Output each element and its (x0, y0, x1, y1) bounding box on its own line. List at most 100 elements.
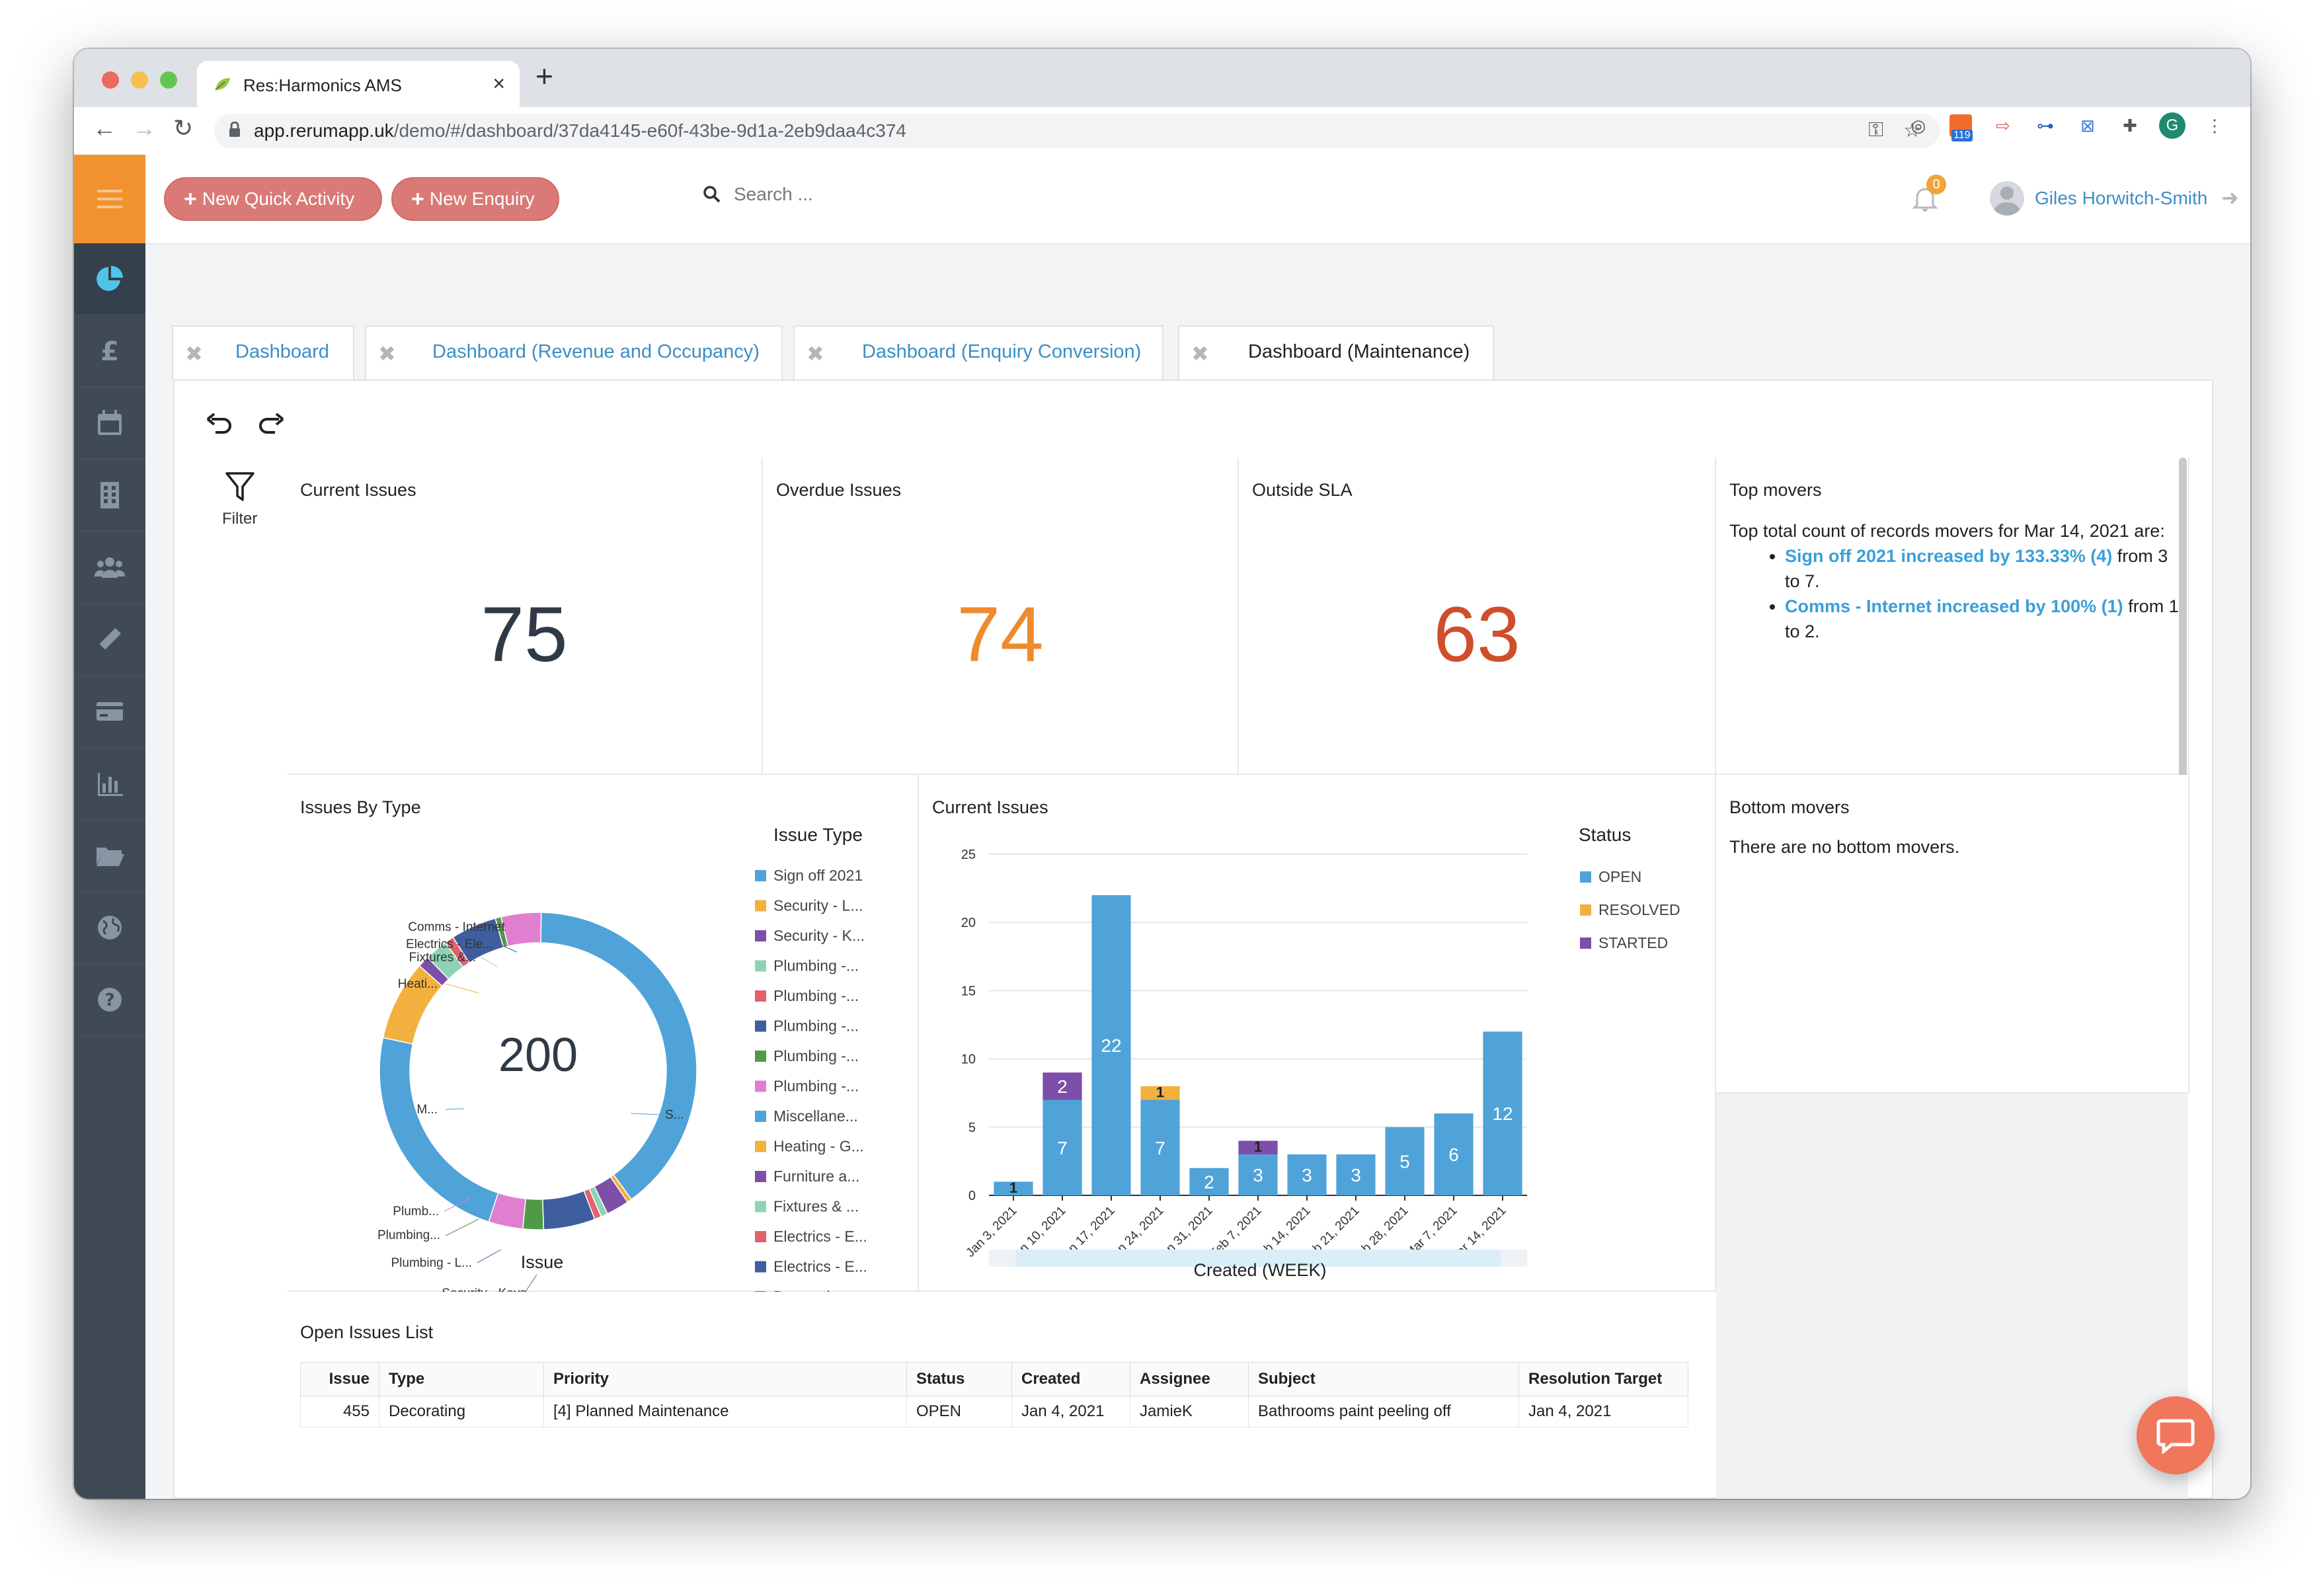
new-quick-activity-button[interactable]: + New Quick Activity (164, 177, 382, 221)
bar-open[interactable] (1091, 895, 1131, 1195)
legend-item[interactable]: Electrics - E... (773, 1228, 867, 1245)
column-header[interactable]: Issue (300, 1362, 379, 1396)
sidebar-item-payments[interactable] (74, 676, 145, 748)
minimize-window-button[interactable] (131, 71, 148, 89)
extension-icon-1[interactable]: ◎ (1910, 115, 1926, 136)
redo-icon[interactable] (256, 410, 286, 436)
legend-item[interactable]: Fixtures & ... (773, 1198, 859, 1215)
legend-item[interactable]: RESOLVED (1598, 901, 1680, 918)
sidebar-item-finance[interactable]: £ (74, 315, 145, 387)
logout-icon[interactable]: ➜ (2221, 186, 2239, 210)
legend-item[interactable]: Decorating (773, 1288, 847, 1292)
tab-enquiry-conversion[interactable]: ✖ Dashboard (Enquiry Conversion) (793, 325, 1163, 379)
profile-avatar[interactable]: G (2159, 112, 2185, 139)
url-text[interactable]: app.rerumapp.uk/demo/#/dashboard/37da414… (254, 120, 906, 141)
bar-open[interactable] (1385, 1127, 1425, 1195)
tab-revenue-occupancy[interactable]: ✖ Dashboard (Revenue and Occupancy) (365, 325, 783, 379)
back-icon[interactable]: ← (93, 114, 116, 141)
bar-open[interactable] (1434, 1113, 1474, 1195)
tab-dashboard[interactable]: ✖ Dashboard (172, 325, 354, 379)
donut-slice[interactable] (500, 912, 542, 947)
new-enquiry-button[interactable]: + New Enquiry (391, 177, 559, 221)
legend-item[interactable]: Plumbing -... (773, 957, 859, 975)
legend-item[interactable]: Plumbing -... (773, 1017, 859, 1035)
maximize-window-button[interactable] (160, 71, 177, 89)
legend-item[interactable]: Heating - G... (773, 1138, 864, 1155)
top-mover-link[interactable]: Sign off 2021 increased by 133.33% (4) (1785, 546, 2113, 566)
column-header[interactable]: Created (1011, 1362, 1130, 1396)
column-header[interactable]: Resolution Target (1518, 1362, 1688, 1396)
close-tab-icon[interactable]: ✖ (807, 342, 824, 366)
sidebar-item-people[interactable] (74, 532, 145, 604)
close-window-button[interactable] (102, 71, 119, 89)
address-bar[interactable]: app.rerumapp.uk/demo/#/dashboard/37da414… (214, 114, 1940, 148)
sidebar-item-tools[interactable] (74, 604, 145, 676)
legend-item[interactable]: Security - L... (773, 897, 863, 914)
donut-ring[interactable] (379, 912, 697, 1230)
donut-slice[interactable] (522, 1198, 545, 1230)
close-tab-icon[interactable]: ✖ (378, 342, 396, 366)
column-header[interactable]: Type (379, 1362, 544, 1396)
legend-item[interactable]: Miscellane... (773, 1107, 858, 1125)
bar-resolved[interactable] (1140, 1086, 1180, 1100)
menu-toggle-button[interactable] (74, 155, 145, 243)
search-box[interactable]: Search ... (702, 184, 813, 205)
legend-item[interactable]: Sign off 2021 (773, 867, 863, 884)
sidebar-item-dashboard[interactable] (74, 243, 145, 315)
sidebar-item-buildings[interactable] (74, 459, 145, 532)
bar-open[interactable] (1336, 1154, 1376, 1195)
tab-maintenance[interactable]: ✖ Dashboard (Maintenance) (1178, 325, 1494, 382)
filter-button[interactable]: Filter (222, 471, 257, 528)
column-header[interactable]: Priority (543, 1362, 907, 1396)
table-row[interactable]: 455 Decorating [4] Planned Maintenance O… (300, 1396, 1688, 1427)
reload-icon[interactable]: ↻ (173, 114, 194, 141)
close-tab-icon[interactable]: ✖ (1191, 342, 1209, 366)
undo-icon[interactable] (205, 410, 234, 436)
sidebar-item-documents[interactable] (74, 820, 145, 892)
legend-item[interactable]: Electrics - E... (773, 1258, 867, 1275)
sidebar-item-web[interactable] (74, 892, 145, 964)
key-icon[interactable]: ⚿ (1868, 119, 1884, 141)
bar-started[interactable] (1043, 1072, 1082, 1100)
column-header[interactable]: Subject (1248, 1362, 1519, 1396)
sidebar-item-calendar[interactable] (74, 387, 145, 459)
search-input[interactable]: Search ... (734, 184, 813, 204)
donut-slice[interactable] (540, 912, 697, 1201)
bar-open[interactable] (1287, 1154, 1327, 1195)
bar-started[interactable] (1238, 1140, 1278, 1155)
legend-item[interactable]: Security - K... (773, 927, 865, 944)
top-mover-link[interactable]: Comms - Internet increased by 100% (1) (1785, 596, 2123, 616)
donut-slice[interactable] (379, 1037, 499, 1222)
sidebar-item-help[interactable]: ? (74, 964, 145, 1036)
legend-item[interactable]: Plumbing -... (773, 987, 859, 1004)
close-icon[interactable]: × (492, 71, 505, 95)
bar-open[interactable] (1238, 1154, 1278, 1195)
puzzle-icon[interactable]: ✚ (2123, 115, 2137, 136)
extension-icon-4[interactable]: ⊶ (2037, 115, 2054, 136)
bar-open[interactable] (1043, 1099, 1082, 1195)
chart-scroll-thumb[interactable] (1015, 1250, 1501, 1267)
legend-item[interactable]: Plumbing -... (773, 1078, 859, 1095)
bar-open[interactable] (1140, 1099, 1180, 1195)
extension-icon-3[interactable]: ⇨ (1996, 115, 2010, 136)
bar-open[interactable] (994, 1181, 1033, 1195)
bar-open[interactable] (1189, 1168, 1229, 1195)
forward-icon[interactable]: → (132, 114, 156, 141)
user-menu[interactable]: Giles Horwitch-Smith (1990, 181, 2207, 216)
chat-button[interactable] (2137, 1396, 2215, 1474)
new-tab-button[interactable]: + (535, 59, 553, 93)
legend-item[interactable]: Furniture a... (773, 1168, 859, 1185)
close-tab-icon[interactable]: ✖ (185, 342, 203, 366)
browser-tab[interactable]: Res:Harmonics AMS × (197, 61, 520, 107)
sidebar-item-reports[interactable] (74, 748, 145, 820)
legend-item[interactable]: Plumbing -... (773, 1047, 859, 1064)
legend-item[interactable]: OPEN (1598, 868, 1641, 885)
column-header[interactable]: Status (906, 1362, 1012, 1396)
bar-open[interactable] (1483, 1031, 1522, 1195)
more-menu-icon[interactable]: ⋮ (2206, 115, 2223, 136)
extension-icon-5[interactable]: ⊠ (2080, 115, 2095, 136)
extension-icon-2[interactable]: 119 (1948, 112, 1974, 141)
star-icon[interactable]: ☆ (1903, 120, 1921, 141)
legend-item[interactable]: STARTED (1598, 934, 1668, 951)
column-header[interactable]: Assignee (1130, 1362, 1249, 1396)
